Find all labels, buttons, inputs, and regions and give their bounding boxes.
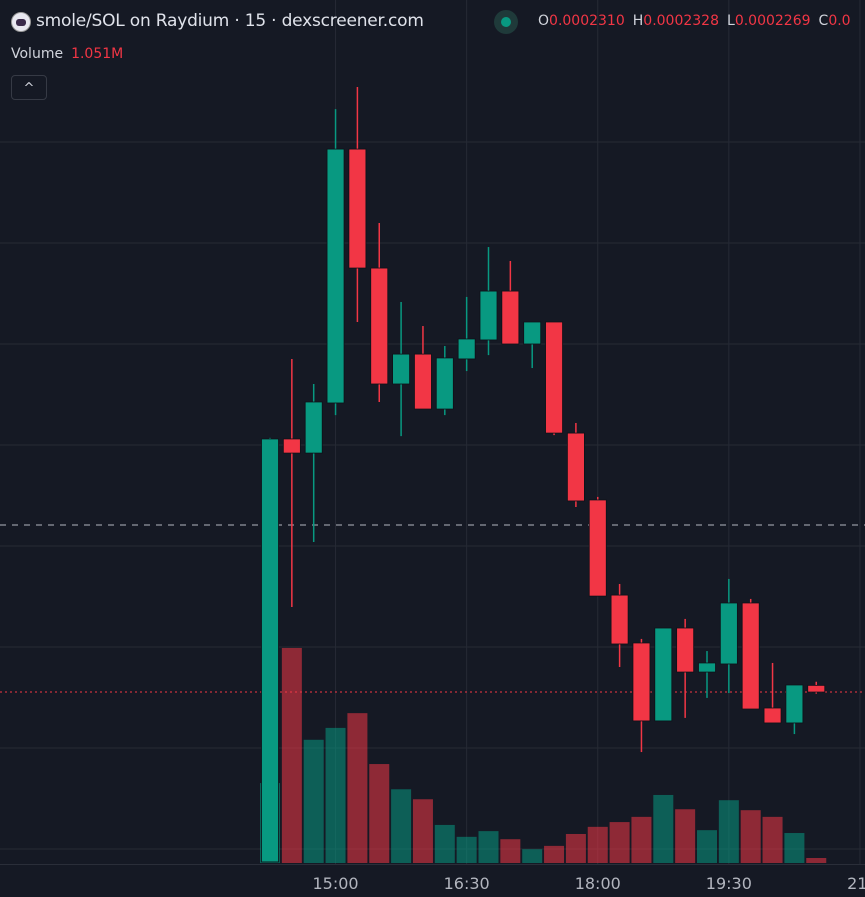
- candle-body-down: [676, 627, 695, 673]
- volume-bar: [522, 849, 543, 863]
- volume-bar: [697, 830, 717, 863]
- ohlc-legend: O0.0002310 H0.0002328 L0.0002269 C0.0: [538, 13, 859, 29]
- volume-bar: [565, 833, 586, 863]
- low-value: 0.0002269: [734, 13, 811, 29]
- candle-body-down: [348, 148, 367, 269]
- low-label: L: [727, 13, 735, 29]
- candle-body-down: [807, 684, 826, 693]
- volume-bar: [434, 824, 455, 863]
- volume-bar: [369, 764, 390, 863]
- volume-bar: [500, 839, 521, 863]
- candle-body-up: [326, 148, 345, 404]
- close-label: C: [818, 13, 829, 29]
- volume-bar: [784, 833, 805, 863]
- volume-bar: [609, 822, 630, 863]
- volume-bar: [675, 809, 696, 863]
- candle-body-up: [785, 684, 804, 724]
- volume-bar: [653, 794, 674, 863]
- time-tick-label: 18:00: [574, 874, 621, 893]
- volume-bar: [740, 810, 761, 863]
- token-logo: [11, 12, 31, 32]
- candle-body-down: [763, 707, 782, 724]
- volume-value: 1.051M: [71, 46, 124, 62]
- live-status-icon: [494, 10, 518, 34]
- candle-body-down: [567, 432, 585, 502]
- candle-body-down: [741, 602, 760, 710]
- candle-body-up: [457, 338, 476, 360]
- volume-bar: [456, 836, 477, 863]
- candle-body-up: [304, 401, 323, 454]
- candle-body-up: [479, 290, 498, 341]
- high-value: 0.0002328: [643, 13, 719, 29]
- volume-bar: [391, 789, 412, 863]
- volume-bar: [806, 858, 827, 863]
- volume-bar: [762, 816, 783, 863]
- price-lines: [0, 524, 865, 693]
- volume-bar: [325, 727, 346, 863]
- chevron-up-icon: ^: [23, 81, 35, 96]
- volume-bar: [631, 816, 652, 863]
- high-label: H: [632, 13, 644, 29]
- volume-legend: Volume 1.051M: [11, 46, 123, 62]
- candle-body-down: [545, 321, 563, 434]
- volume-bar: [281, 647, 302, 863]
- candle-body-down: [370, 267, 389, 385]
- candle-body-down: [588, 499, 607, 597]
- candle-body-down: [632, 642, 651, 722]
- volume-bar: [544, 845, 565, 863]
- candle-body-up: [261, 438, 279, 863]
- candle-body-down: [610, 594, 629, 645]
- volume-label: Volume: [11, 46, 64, 62]
- candle-body-up: [523, 321, 542, 345]
- volume-bar: [303, 739, 324, 863]
- time-tick-label: 16:30: [443, 874, 490, 893]
- time-tick-label: 21:: [847, 874, 865, 893]
- candle-body-up: [392, 353, 411, 385]
- time-tick-label: 15:00: [312, 874, 359, 893]
- candle-body-up: [719, 602, 738, 665]
- candle-body-down: [414, 353, 432, 410]
- chart-header: smole/SOL on Raydium · 15 · dexscreener.…: [0, 0, 865, 44]
- volume-bar: [347, 713, 368, 863]
- volume-bar: [718, 800, 739, 863]
- candle-body-up: [654, 627, 673, 722]
- chart-title: smole/SOL on Raydium · 15 · dexscreener.…: [36, 11, 424, 31]
- volume-bar: [412, 799, 433, 863]
- close-value: 0.0: [828, 13, 851, 29]
- candles: [261, 87, 826, 863]
- collapse-legend-button[interactable]: ^: [11, 75, 47, 100]
- volume-bar: [587, 826, 608, 863]
- candle-body-up: [698, 662, 716, 673]
- candle-body-down: [501, 290, 520, 345]
- open-value: 0.0002310: [549, 13, 625, 29]
- grid: [0, 0, 865, 865]
- volume-bar: [478, 831, 499, 863]
- candle-body-down: [282, 438, 301, 454]
- volume-bars: [260, 647, 827, 863]
- time-tick-label: 19:30: [705, 874, 752, 893]
- open-label: O: [538, 13, 550, 29]
- candle-body-up: [435, 357, 454, 410]
